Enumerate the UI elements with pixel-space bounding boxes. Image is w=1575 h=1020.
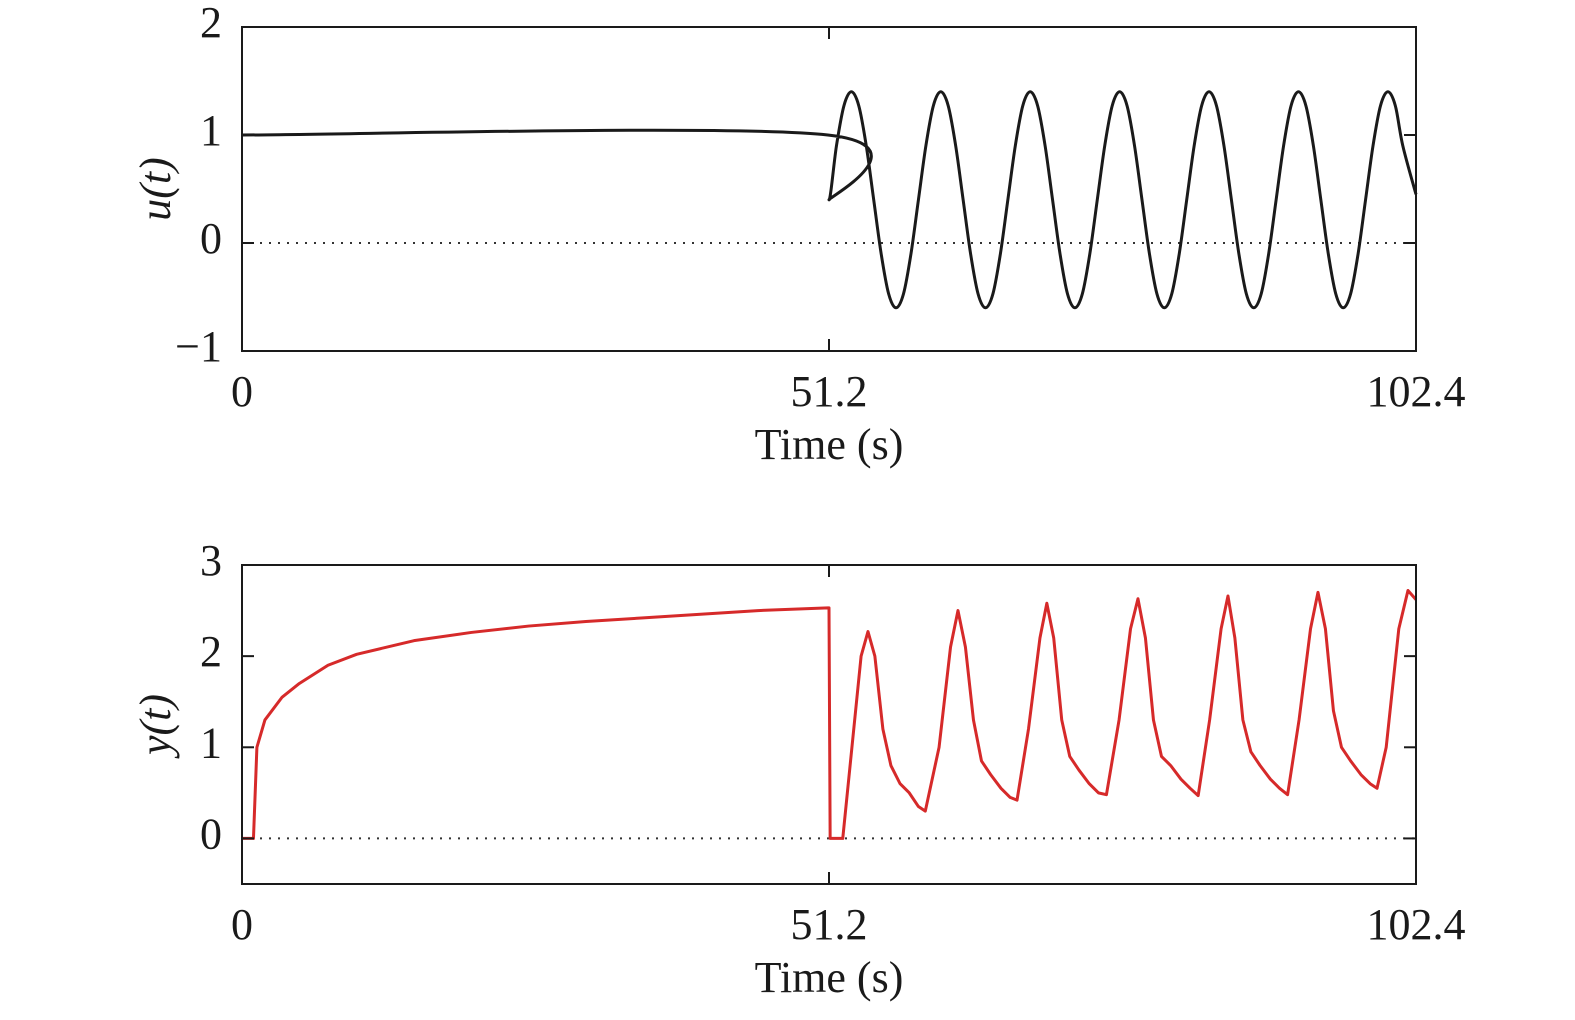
y-tick-label: 1 — [200, 718, 222, 767]
y-tick-label: 0 — [200, 214, 222, 263]
y-axis-label: y(t) — [131, 694, 180, 759]
y-tick-label: 2 — [200, 627, 222, 676]
plot-frame — [241, 26, 1417, 352]
data-line — [242, 589, 1418, 840]
y-tick-label: 1 — [200, 106, 222, 155]
data-line — [241, 90, 1418, 310]
x-tick-label: 102.4 — [1367, 367, 1466, 416]
y-tick-label: 0 — [200, 810, 222, 859]
y-tick-label: 3 — [200, 536, 222, 585]
y-tick-label: 2 — [200, 0, 222, 47]
x-tick-label: 51.2 — [791, 367, 868, 416]
x-tick-label: 0 — [231, 900, 253, 949]
x-axis-label: Time (s) — [755, 953, 904, 1002]
y-tick-label: −1 — [175, 322, 222, 371]
x-tick-label: 51.2 — [791, 900, 868, 949]
y-axis-label: u(t) — [131, 157, 180, 221]
x-tick-label: 102.4 — [1367, 900, 1466, 949]
x-tick-label: 0 — [231, 367, 253, 416]
x-axis-label: Time (s) — [755, 420, 904, 469]
